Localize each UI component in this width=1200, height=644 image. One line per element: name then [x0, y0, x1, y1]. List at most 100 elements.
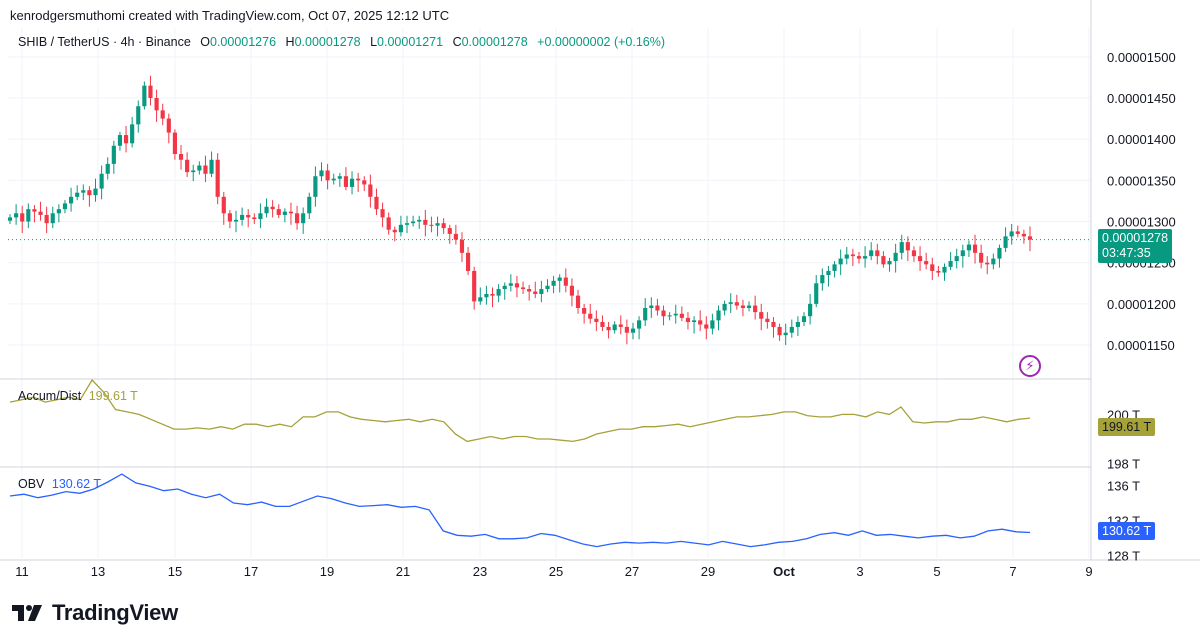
candle-body	[539, 289, 544, 294]
candle-body	[93, 188, 98, 196]
candle-body	[917, 256, 923, 262]
brand-footer: TradingView	[12, 600, 178, 626]
ohlc-legend: SHIB / TetherUS · 4h · Binance O 0.000012…	[18, 35, 665, 49]
candle-body	[117, 135, 123, 146]
candle-body	[75, 192, 80, 197]
price-tick-label: 0.00001450	[1107, 91, 1176, 106]
time-tick-label: 5	[933, 564, 940, 579]
candle-body	[215, 159, 220, 197]
candle-body	[643, 308, 648, 321]
price-tick-label: 0.00001350	[1107, 173, 1176, 188]
candle-body	[704, 324, 709, 329]
candle-body	[814, 283, 819, 304]
change-value: +0.00000002 (+0.16%)	[537, 35, 666, 49]
candle-body	[740, 305, 746, 308]
candle-body	[905, 242, 910, 251]
candle-body	[154, 98, 159, 111]
candle-body	[881, 256, 886, 265]
symbol-title[interactable]: SHIB / TetherUS · 4h · Binance	[18, 35, 191, 49]
candle-body	[765, 318, 770, 322]
candle-body	[734, 302, 739, 306]
candle-body	[38, 211, 43, 215]
candle-body	[331, 178, 336, 181]
candle-body	[111, 145, 116, 164]
candle-body	[398, 224, 403, 233]
time-tick-label: 17	[244, 564, 258, 579]
last-price-value: 0.00001278	[1102, 231, 1169, 245]
candle-body	[301, 213, 306, 224]
candle-body	[942, 266, 947, 273]
candle-body	[673, 313, 678, 316]
open-label: O	[200, 35, 210, 49]
candle-body	[594, 318, 599, 322]
candle-body	[44, 214, 49, 224]
candle-body	[1027, 236, 1033, 240]
candle-body	[87, 190, 92, 196]
candle-body	[472, 270, 477, 302]
candle-body	[685, 317, 691, 322]
candle-body	[844, 254, 849, 259]
candle-body	[435, 223, 440, 226]
candle-body	[417, 219, 422, 222]
candle-body	[148, 85, 153, 98]
candle-body	[172, 132, 177, 154]
time-tick-label: 27	[625, 564, 639, 579]
candle-body	[20, 213, 25, 222]
candle-body	[490, 294, 495, 296]
candle-body	[997, 247, 1002, 259]
candle-body	[722, 303, 727, 311]
candle-body	[753, 305, 758, 313]
chart-credit: kenrodgersmuthomi created with TradingVi…	[10, 8, 450, 23]
time-tick-label: 7	[1009, 564, 1016, 579]
candle-body	[777, 326, 782, 336]
accum-dist-line	[9, 378, 1031, 443]
time-tick-label: 11	[15, 564, 29, 579]
candle-body	[545, 285, 550, 290]
candle-body	[826, 270, 831, 276]
candle-body	[307, 196, 312, 214]
candle-body	[105, 163, 110, 174]
candle-body	[569, 285, 574, 296]
candle-body	[930, 264, 935, 271]
candle-body	[32, 209, 37, 212]
price-tick-label: 0.00001150	[1107, 338, 1175, 353]
lightning-icon[interactable]: ⚡	[1019, 355, 1041, 377]
candle-body	[136, 106, 141, 125]
candle-body	[649, 305, 654, 308]
close-value: 0.00001278	[461, 35, 528, 49]
candle-body	[81, 190, 86, 193]
time-tick-label: 23	[473, 564, 487, 579]
candle-body	[14, 213, 19, 218]
candle-body	[893, 252, 898, 262]
candle-body	[478, 297, 483, 302]
candle-body	[966, 244, 971, 251]
candle-body	[972, 244, 978, 253]
candle-body	[203, 165, 208, 174]
candle-body	[789, 326, 794, 333]
time-tick-label: 19	[320, 564, 334, 579]
candle-body	[698, 320, 703, 325]
candle-body	[209, 159, 214, 174]
candle-body	[728, 302, 733, 304]
obv-label[interactable]: OBV	[18, 477, 45, 491]
obv-tag: 130.62 T	[1098, 522, 1156, 540]
candle-body	[221, 196, 226, 214]
candle-body	[459, 239, 465, 253]
candle-body	[178, 154, 184, 160]
candle-body	[924, 261, 929, 265]
accum-dist-label[interactable]: Accum/Dist	[18, 389, 82, 403]
candle-body	[832, 264, 837, 271]
high-label: H	[285, 35, 295, 49]
candle-body	[771, 322, 776, 327]
candle-body	[936, 270, 941, 273]
obv-tick-label: 136 T	[1107, 478, 1140, 493]
candle-body	[624, 326, 629, 333]
candle-body	[270, 206, 275, 210]
time-tick-label: 21	[396, 564, 410, 579]
candle-body	[600, 322, 605, 327]
candle-body	[233, 219, 239, 222]
candle-body	[166, 118, 171, 133]
candle-body	[380, 209, 385, 218]
candle-body	[294, 213, 300, 224]
